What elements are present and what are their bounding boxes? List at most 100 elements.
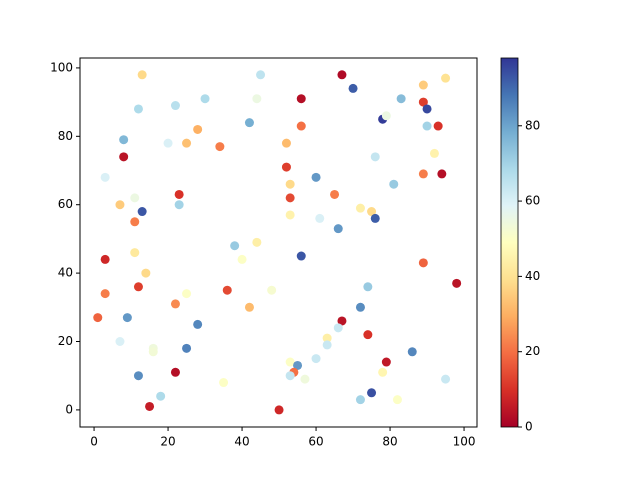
point [119, 152, 129, 162]
point [174, 189, 184, 199]
plot-frame [79, 57, 478, 428]
colorbar-tick-label: 40 [525, 269, 540, 283]
point [293, 360, 303, 370]
point [330, 189, 340, 199]
point [389, 179, 399, 189]
x-tick-label: 60 [308, 435, 323, 449]
point [418, 80, 428, 90]
point [252, 94, 262, 104]
point [337, 70, 347, 80]
y-tick-label: 60 [58, 197, 73, 211]
point [100, 172, 110, 182]
y-tick-label: 40 [58, 266, 73, 280]
point [333, 224, 343, 234]
point [100, 289, 110, 299]
point [296, 94, 306, 104]
x-tick-label: 80 [382, 435, 397, 449]
point [311, 172, 321, 182]
point [429, 148, 439, 158]
point [422, 121, 432, 131]
point [174, 200, 184, 210]
point [370, 152, 380, 162]
x-tick-label: 40 [234, 435, 249, 449]
point [93, 313, 103, 323]
point [418, 258, 428, 268]
point [355, 203, 365, 213]
point [133, 282, 143, 292]
point [285, 179, 295, 189]
point [156, 391, 166, 401]
point [130, 248, 140, 258]
point [378, 367, 388, 377]
point [130, 217, 140, 227]
point [370, 213, 380, 223]
colorbar-tick-label: 0 [525, 420, 533, 434]
point [222, 285, 232, 295]
point [170, 101, 180, 111]
point [115, 337, 125, 347]
point [348, 83, 358, 93]
point [267, 285, 277, 295]
point [363, 282, 373, 292]
point [145, 401, 155, 411]
point [285, 371, 295, 381]
point [367, 388, 377, 398]
point [381, 111, 391, 121]
point [322, 340, 332, 350]
point [396, 94, 406, 104]
point [200, 94, 210, 104]
point [355, 395, 365, 405]
point [367, 207, 377, 217]
y-tick-label: 80 [58, 129, 73, 143]
x-tick-label: 100 [453, 435, 476, 449]
y-tick-label: 20 [58, 334, 73, 348]
point [133, 104, 143, 114]
point [285, 357, 295, 367]
point [182, 289, 192, 299]
point [333, 323, 343, 333]
point [141, 268, 151, 278]
point [256, 70, 266, 80]
point [392, 395, 402, 405]
point [418, 97, 428, 107]
point [322, 333, 332, 343]
point [363, 330, 373, 340]
point [300, 374, 310, 384]
point [137, 207, 147, 217]
point [230, 241, 240, 251]
y-tick-label: 100 [50, 60, 73, 74]
point [452, 278, 462, 288]
point [148, 347, 158, 357]
x-tick-label: 20 [160, 435, 175, 449]
point [115, 200, 125, 210]
point [281, 162, 291, 172]
point [285, 210, 295, 220]
point [182, 343, 192, 353]
point [130, 193, 140, 203]
point [281, 138, 291, 148]
point [407, 347, 417, 357]
point [296, 121, 306, 131]
point [315, 213, 325, 223]
point [219, 378, 229, 388]
point [244, 118, 254, 128]
point [182, 138, 192, 148]
point [422, 104, 432, 114]
point [170, 299, 180, 309]
point [381, 357, 391, 367]
point [122, 313, 132, 323]
colorbar-tick-label: 20 [525, 344, 540, 358]
point [100, 254, 110, 264]
point [193, 124, 203, 134]
colorbar-tick-label: 60 [525, 194, 540, 208]
colorbar-tick-label: 80 [525, 118, 540, 132]
point [170, 367, 180, 377]
x-tick-label: 0 [90, 435, 98, 449]
point [441, 73, 451, 83]
point [193, 319, 203, 329]
point [433, 121, 443, 131]
point [163, 138, 173, 148]
point [355, 302, 365, 312]
point [418, 169, 428, 179]
point [311, 354, 321, 364]
